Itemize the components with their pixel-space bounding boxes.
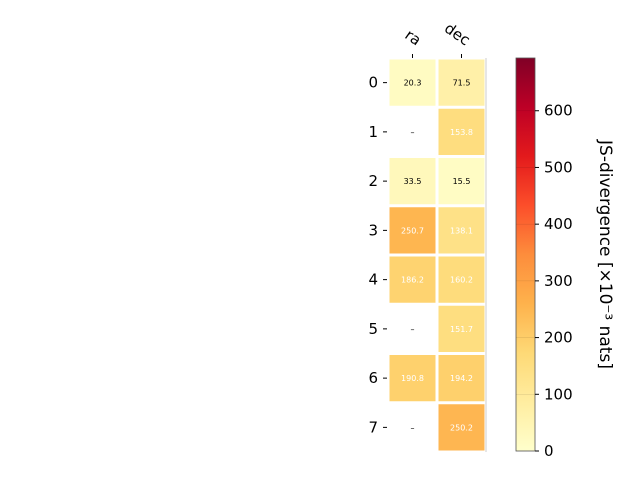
colorbar-tick-label: 500 <box>544 158 573 176</box>
cell-value-label: 153.8 <box>450 128 473 137</box>
heatmap-cell <box>438 158 485 205</box>
row-label: 4 <box>368 271 378 289</box>
row-label: 5 <box>368 320 378 338</box>
column-label: ra <box>402 26 425 50</box>
colorbar: 0 100 200 300 400 500 600 JS-divergence [×10⁻³ … <box>515 57 615 460</box>
colorbar-tick-label: 0 <box>544 442 554 460</box>
heatmap-cell <box>389 207 436 254</box>
colorbar-tick-label: 200 <box>544 329 573 347</box>
cell-missing-label: – <box>411 325 415 334</box>
heatmap-cell <box>389 158 436 205</box>
row-label: 2 <box>368 172 378 190</box>
row-label: 3 <box>368 221 378 239</box>
cell-value-label: 190.8 <box>401 374 424 383</box>
column-label: dec <box>441 19 473 49</box>
row-label: 1 <box>368 123 378 141</box>
cell-value-label: 15.5 <box>453 177 471 186</box>
cell-value-label: 186.2 <box>401 276 424 285</box>
colorbar-tick-label: 600 <box>544 102 573 120</box>
row-label: 0 <box>368 74 378 92</box>
column-labels: ra dec <box>402 19 474 58</box>
cell-missing-label: – <box>411 423 415 432</box>
cell-value-label: 250.2 <box>450 423 473 432</box>
heatmap-cell <box>438 256 485 303</box>
cell-value-label: 138.1 <box>450 226 473 235</box>
colorbar-tick-label: 400 <box>544 215 573 233</box>
heatmap-cell <box>389 256 436 303</box>
heatmap-cell <box>389 59 436 106</box>
cell-value-label: 194.2 <box>450 374 473 383</box>
heatmap-cell <box>438 355 485 402</box>
colorbar-tick-label: 300 <box>544 272 573 290</box>
colorbar-gradient <box>515 57 536 452</box>
cell-value-label: 33.5 <box>404 177 422 186</box>
colorbar-label: JS-divergence [×10⁻³ nats] <box>595 139 615 369</box>
heatmap-cell <box>438 108 485 155</box>
cell-value-label: 20.3 <box>404 79 422 88</box>
heatmap-cell <box>438 404 485 451</box>
cell-value-label: 151.7 <box>450 325 473 334</box>
cell-missing-label: – <box>411 128 415 137</box>
cell-value-label: 71.5 <box>453 79 471 88</box>
row-label: 6 <box>368 369 378 387</box>
heatmap-grid: 20.3 71.5 – 153.8 33.5 15.5 250.7 138.1 186.2 160… <box>389 58 487 452</box>
cell-value-label: 250.7 <box>401 226 424 235</box>
cell-value-label: 160.2 <box>450 276 473 285</box>
heatmap-cell <box>438 305 485 352</box>
heatmap-cell <box>389 355 436 402</box>
heatmap-cell <box>438 59 485 106</box>
heatmap-cell <box>438 207 485 254</box>
row-labels: 0 1 2 3 4 5 6 7 <box>368 74 387 436</box>
colorbar-tick-label: 100 <box>544 385 573 403</box>
row-label: 7 <box>368 418 378 436</box>
